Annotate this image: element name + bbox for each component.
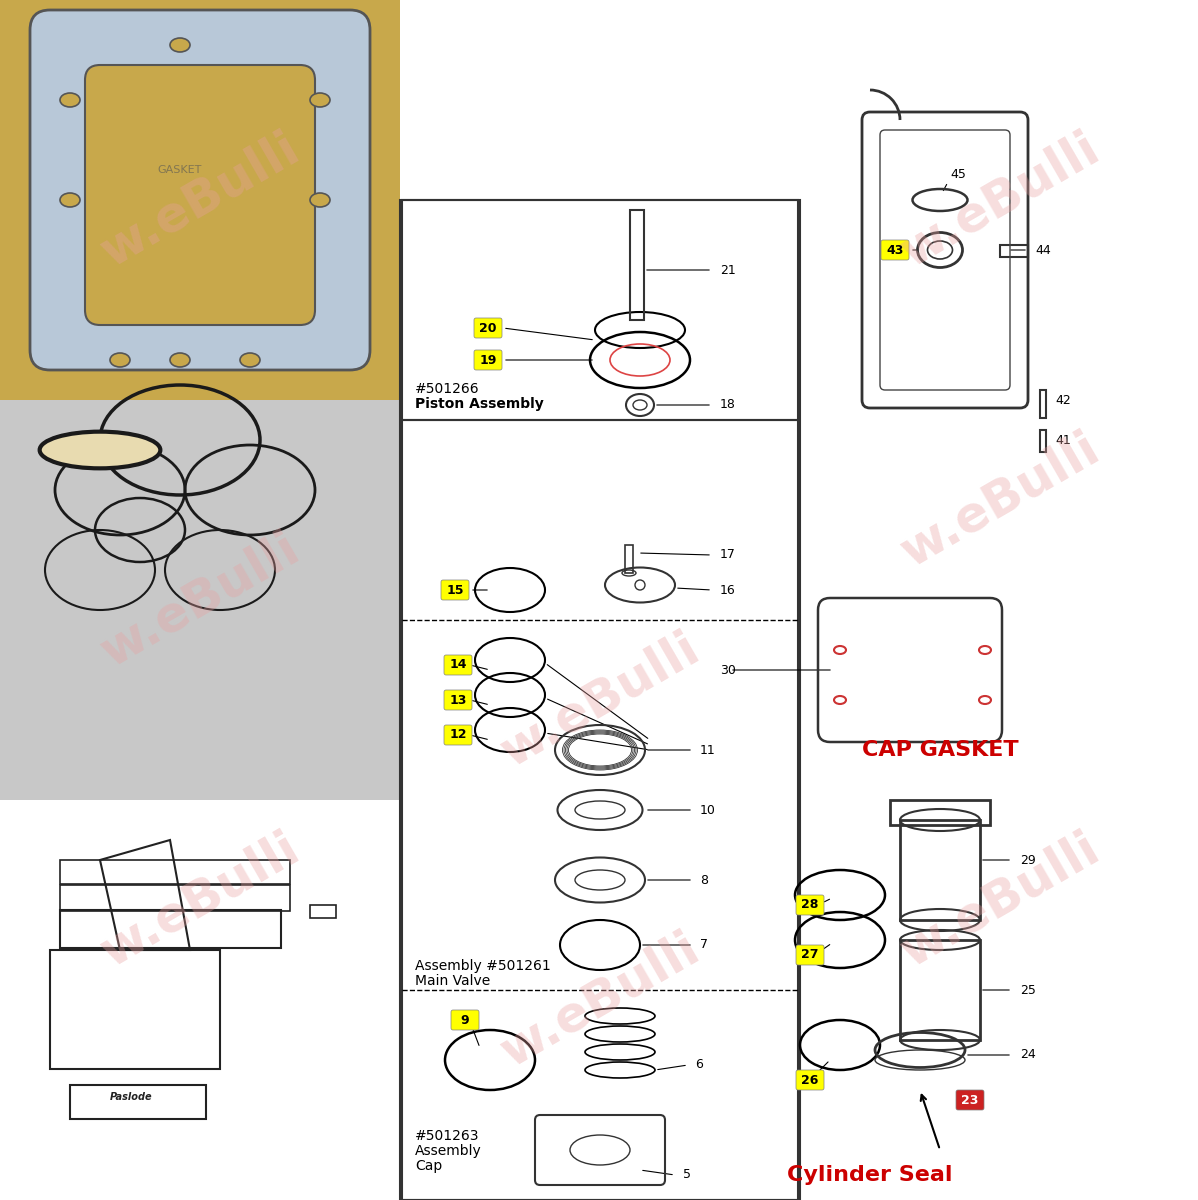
FancyBboxPatch shape (474, 318, 502, 338)
Text: w.eBulli: w.eBulli (492, 924, 708, 1076)
Text: 23: 23 (961, 1093, 979, 1106)
Text: w.eBulli: w.eBulli (92, 124, 308, 276)
Text: 12: 12 (449, 728, 467, 742)
Text: 8: 8 (700, 874, 708, 887)
Bar (1040, 390, 1046, 418)
Bar (900, 940, 980, 1040)
Text: 5: 5 (683, 1169, 691, 1182)
Text: GASKET: GASKET (158, 164, 202, 175)
Bar (60, 860, 290, 883)
Text: Piston Assembly: Piston Assembly (415, 397, 544, 410)
Ellipse shape (170, 38, 190, 52)
Text: 42: 42 (1055, 394, 1071, 407)
Text: 13: 13 (449, 694, 467, 707)
Bar (400, 200, 800, 1200)
FancyBboxPatch shape (85, 65, 315, 325)
FancyBboxPatch shape (795, 946, 824, 965)
Text: 24: 24 (1019, 1049, 1036, 1062)
Ellipse shape (40, 432, 161, 468)
Ellipse shape (170, 353, 190, 367)
Bar (60, 910, 282, 948)
FancyBboxPatch shape (795, 895, 824, 914)
Bar (625, 545, 633, 572)
Text: 6: 6 (695, 1058, 703, 1072)
Ellipse shape (310, 193, 329, 206)
FancyBboxPatch shape (450, 1010, 479, 1030)
FancyBboxPatch shape (956, 1090, 984, 1110)
Text: 18: 18 (720, 398, 736, 412)
Ellipse shape (60, 92, 80, 107)
Bar (890, 800, 990, 826)
Bar (0, 400, 400, 800)
Text: 44: 44 (1035, 244, 1051, 257)
Bar (1040, 430, 1046, 452)
Text: Assembly #501261: Assembly #501261 (415, 959, 551, 973)
Bar (403, 200, 798, 420)
Text: #501266: #501266 (415, 382, 479, 396)
Bar (69, 1085, 206, 1118)
Text: 11: 11 (700, 744, 715, 756)
Text: 43: 43 (887, 244, 903, 257)
Bar (0, 0, 400, 400)
Bar (50, 950, 220, 1069)
Bar (403, 420, 798, 1200)
Text: w.eBulli: w.eBulli (893, 424, 1108, 576)
Text: 15: 15 (446, 583, 464, 596)
Text: 10: 10 (700, 804, 716, 816)
Text: 19: 19 (479, 354, 497, 366)
Bar (800, 0, 1198, 600)
Bar (310, 905, 335, 918)
Text: w.eBulli: w.eBulli (893, 824, 1108, 976)
Bar (400, 200, 800, 1200)
Bar (800, 600, 1198, 1200)
Text: 27: 27 (801, 948, 818, 961)
Text: w.eBulli: w.eBulli (893, 124, 1108, 276)
Ellipse shape (110, 353, 131, 367)
Bar (900, 820, 980, 920)
FancyBboxPatch shape (881, 240, 909, 260)
Text: 41: 41 (1055, 433, 1071, 446)
FancyBboxPatch shape (474, 350, 502, 370)
Bar (60, 886, 290, 911)
Text: 14: 14 (449, 659, 467, 672)
Text: 17: 17 (720, 548, 736, 562)
Text: Cylinder Seal: Cylinder Seal (787, 1165, 952, 1186)
Text: w.eBulli: w.eBulli (92, 824, 308, 976)
Bar (1000, 245, 1028, 257)
Bar (0, 800, 400, 1200)
Text: Assembly: Assembly (415, 1144, 482, 1158)
Text: 25: 25 (1019, 984, 1036, 996)
Text: Cap: Cap (415, 1159, 442, 1174)
FancyBboxPatch shape (444, 690, 472, 710)
Text: 20: 20 (479, 322, 497, 335)
Text: 21: 21 (720, 264, 736, 276)
Text: CAP GASKET: CAP GASKET (861, 740, 1018, 760)
Ellipse shape (60, 439, 140, 461)
Text: w.eBulli: w.eBulli (92, 524, 308, 676)
Text: Main Valve: Main Valve (415, 974, 490, 988)
Text: 30: 30 (720, 664, 736, 677)
FancyBboxPatch shape (30, 10, 370, 370)
Ellipse shape (310, 92, 329, 107)
Text: 7: 7 (700, 938, 708, 952)
Text: #501263: #501263 (415, 1129, 479, 1142)
FancyBboxPatch shape (444, 655, 472, 674)
FancyBboxPatch shape (444, 725, 472, 745)
Text: 9: 9 (461, 1014, 470, 1026)
FancyBboxPatch shape (795, 1070, 824, 1090)
Bar (630, 210, 645, 320)
Ellipse shape (240, 353, 260, 367)
Text: w.eBulli: w.eBulli (492, 624, 708, 776)
Ellipse shape (60, 193, 80, 206)
FancyBboxPatch shape (441, 580, 468, 600)
Text: Paslode: Paslode (110, 1092, 152, 1102)
Text: 45: 45 (950, 168, 966, 181)
Text: 28: 28 (801, 899, 818, 912)
Text: 29: 29 (1019, 853, 1036, 866)
Text: 16: 16 (720, 583, 736, 596)
Text: 26: 26 (801, 1074, 818, 1086)
